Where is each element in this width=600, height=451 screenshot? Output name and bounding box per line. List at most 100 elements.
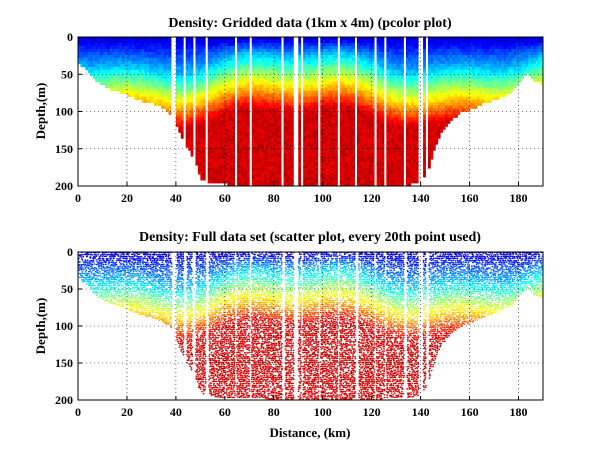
pcolor-cell [320,126,324,130]
pcolor-cell [264,69,267,74]
pcolor-cell [212,114,216,118]
pcolor-cell [303,141,307,145]
pcolor-cell [369,114,373,118]
pcolor-cell [393,90,397,95]
pcolor-cell [229,60,233,65]
pcolor-cell [144,57,147,62]
pcolor-cell [310,144,314,148]
pcolor-cell [251,114,255,118]
pcolor-cell [288,54,292,59]
pcolor-cell [430,150,434,154]
pcolor-cell [410,37,414,41]
pcolor-cell [244,75,248,80]
pcolor-cell [386,123,390,127]
pcolor-cell [219,174,223,178]
pcolor-cell [259,45,262,50]
pcolor-cell [107,37,111,41]
pcolor-cell [188,37,191,41]
pcolor-cell [430,60,434,65]
pcolor-cell [266,159,270,163]
pcolor-cell [327,183,331,186]
pcolor-cell [268,102,272,106]
pcolor-cell [359,141,363,145]
pcolor-cell [344,138,348,142]
pcolor-cell [405,135,409,139]
pcolor-cell [327,141,331,145]
pcolor-cell [315,153,319,157]
pcolor-cell [246,120,250,124]
pcolor-cell [264,120,267,124]
pcolor-cell [339,180,343,184]
pcolor-cell [315,54,319,59]
pcolor-cell [202,114,206,118]
pcolor-cell [264,183,267,186]
pcolor-cell [334,168,338,172]
pcolor-cell [376,45,380,50]
pcolor-cell [146,42,150,47]
pcolor-cell [401,135,404,139]
pcolor-cell [178,42,182,47]
pcolor-cell [320,105,324,109]
pcolor-cell [261,153,265,157]
pcolor-cell [371,87,375,92]
pcolor-cell [391,108,395,112]
pcolor-cell [308,183,311,186]
pcolor-cell [357,150,360,154]
pcolor-cell [224,135,228,139]
pcolor-cell [352,45,355,50]
pcolor-cell [376,78,380,83]
pcolor-cell [391,114,395,118]
pcolor-cell [410,117,414,121]
pcolor-cell [344,99,348,103]
pcolor-cell [388,84,392,89]
pcolor-cell [141,39,145,44]
pcolor-cell [361,165,365,169]
pcolor-cell [224,141,228,145]
pcolor-cell [288,69,292,74]
pcolor-cell [276,162,280,166]
pcolor-cell [332,126,336,130]
pcolor-cell [334,90,338,95]
pcolor-cell [410,81,414,86]
pcolor-cell [396,45,400,50]
pcolor-cell [391,159,395,163]
pcolor-cell [393,87,397,92]
pcolor-cell [386,159,390,163]
pcolor-cell [347,147,351,151]
pcolor-cell [237,87,240,92]
pcolor-cell [210,165,214,169]
pcolor-cell [415,42,419,47]
pcolor-cell [398,69,402,74]
pcolor-cell [339,84,343,89]
pcolor-cell [207,45,211,50]
pcolor-cell [273,132,277,136]
pcolor-cell [393,37,397,41]
pcolor-cell [366,99,370,103]
pcolor-cell [207,114,211,118]
pcolor-cell [227,51,231,56]
pcolor-cell [352,123,355,127]
pcolor-cell [359,144,363,148]
pcolor-cell [352,183,355,186]
pcolor-cell [359,138,363,142]
pcolor-cell [359,132,363,136]
pcolor-cell [134,54,138,59]
pcolor-cell [237,138,240,142]
pcolor-cell [190,60,194,65]
pcolor-cell [359,165,363,169]
pcolor-cell [195,51,199,56]
pcolor-cell [361,180,365,184]
pcolor-cell [396,153,400,157]
pcolor-cell [334,135,338,139]
pcolor-cell [332,129,336,133]
pcolor-cell [398,78,402,83]
pcolor-cell [371,165,375,169]
pcolor-cell [90,57,94,62]
pcolor-cell [188,66,191,71]
pcolor-cell [227,177,231,181]
pcolor-cell [303,153,307,157]
pcolor-cell [308,117,311,121]
pcolor-cell [144,42,147,47]
pcolor-cell [195,72,199,77]
pcolor-cell [261,90,265,95]
